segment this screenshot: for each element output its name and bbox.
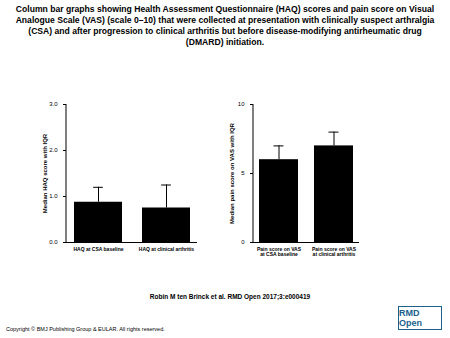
svg-text:0: 0 [241,239,245,245]
svg-text:HAQ at CSA baseline: HAQ at CSA baseline [73,246,123,252]
html-text:RMD Open: RMD Open [399,308,422,328]
html-text:Robin M ten Brinck et al. RMD: Robin M ten Brinck et al. RMD Open 2017;… [149,293,311,300]
html-text:Column bar graphs showing Heal: Column bar graphs showing Health Assessm… [15,4,435,47]
html-text:Copyright © BMJ Publishing Gro: Copyright © BMJ Publishing Group & EULAR… [6,326,165,332]
svg-text:1.0: 1.0 [49,193,58,199]
svg-text:5: 5 [241,170,245,176]
svg-text:0.0: 0.0 [49,239,58,245]
svg-text:3.0: 3.0 [49,101,58,107]
svg-text:Median pain score on VAS with: Median pain score on VAS with IQR [229,122,235,224]
svg-text:HAQ at clinical arthritis: HAQ at clinical arthritis [139,246,195,252]
svg-text:Median HAQ score with IQR: Median HAQ score with IQR [42,133,48,213]
svg-text:2.0: 2.0 [49,147,58,153]
svg-text:Pain score on VASat CSA baseli: Pain score on VASat CSA baseline [257,246,302,257]
svg-text:10: 10 [238,101,245,107]
svg-text:Pain score on VASat clinical a: Pain score on VASat clinical arthritis [312,246,357,257]
